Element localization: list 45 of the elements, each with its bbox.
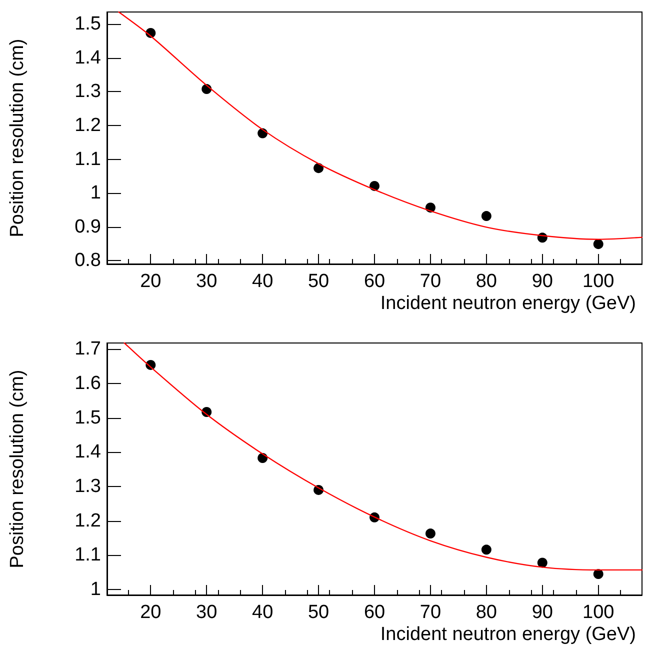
point — [593, 569, 604, 580]
x-tick-label: 30 — [196, 602, 218, 623]
y-tick-label: 1.1 — [74, 148, 101, 170]
y-tick-label: 1.2 — [74, 510, 101, 532]
x-tick-label: 90 — [532, 271, 553, 292]
x-tick-label: 50 — [308, 602, 330, 623]
point — [425, 528, 436, 539]
point — [593, 239, 604, 250]
y-tick-label: 1.5 — [74, 407, 101, 428]
x-tick-label: 70 — [420, 602, 442, 623]
x-tick-label: 40 — [252, 271, 274, 292]
y-tick-label: 1.7 — [74, 338, 101, 360]
y-tick-label: 0.8 — [74, 250, 101, 272]
x-tick-label: 50 — [308, 271, 330, 292]
x-tick-label: 20 — [140, 271, 162, 292]
y-tick-label: 1 — [90, 182, 101, 204]
x-tick-label: 80 — [476, 271, 497, 292]
y-tick-label: 1 — [90, 579, 101, 600]
x-tick-label: 60 — [364, 271, 386, 292]
x-tick-label: 40 — [252, 602, 274, 623]
y-tick-label: 1.5 — [74, 14, 101, 35]
point — [314, 163, 324, 174]
x-tick-label: 20 — [140, 602, 162, 623]
x-tick-label: 80 — [476, 602, 497, 623]
y-tick-label: 1.4 — [74, 47, 102, 68]
y-axis-title: Position resolution (cm) — [7, 370, 28, 568]
x-tick-label: 30 — [196, 271, 218, 292]
x-tick-label: 100 — [582, 271, 614, 292]
y-tick-label: 1.2 — [74, 115, 101, 136]
y-tick-label: 1.1 — [74, 544, 101, 566]
x-axis-title: Incident neutron energy (GeV) — [380, 624, 636, 645]
y-tick-label: 1.3 — [74, 476, 101, 498]
x-tick-label: 60 — [364, 602, 386, 623]
y-tick-label: 0.9 — [74, 216, 101, 238]
y-tick-label: 1.6 — [74, 373, 101, 394]
y-axis-title: Position resolution (cm) — [7, 38, 28, 238]
y-tick-label: 1.3 — [74, 81, 101, 102]
x-tick-label: 100 — [582, 602, 614, 623]
x-axis-title: Incident neutron energy (GeV) — [380, 293, 636, 314]
point — [537, 558, 548, 568]
y-tick-label: 1.4 — [74, 442, 102, 463]
x-tick-label: 90 — [532, 602, 553, 623]
point — [481, 211, 492, 222]
x-tick-label: 70 — [420, 271, 442, 292]
point — [481, 544, 492, 555]
